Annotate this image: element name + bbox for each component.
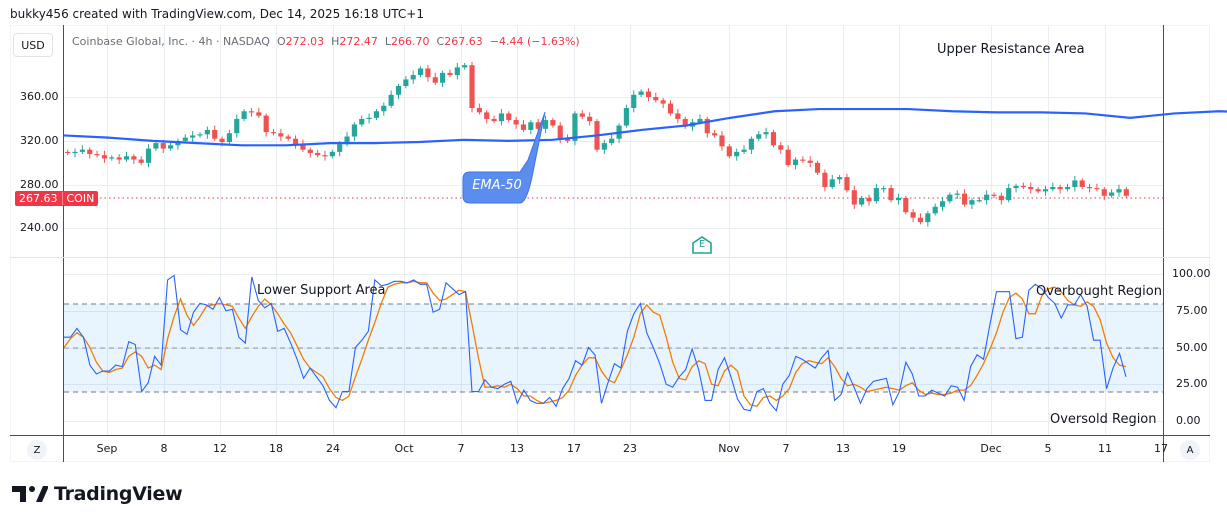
tradingview-logo-icon	[12, 486, 48, 502]
time-tick: Oct	[394, 442, 414, 455]
high-value: 272.47	[339, 35, 378, 48]
change-value: −4.44 (−1.63%)	[489, 35, 580, 48]
ema-callout-label: EMA-50	[472, 178, 522, 193]
time-tick: Sep	[96, 442, 118, 455]
auto-scale-button[interactable]: A	[1180, 440, 1200, 460]
price-tick: 240.00	[20, 221, 59, 234]
overbought-label: Overbought Region	[1036, 284, 1162, 299]
close-value: 267.63	[444, 35, 483, 48]
zoom-button[interactable]: Z	[27, 440, 47, 460]
osc-tick: 25.00	[1176, 377, 1208, 390]
time-tick: Dec	[980, 442, 1002, 455]
time-tick: 7	[782, 442, 790, 455]
oversold-label: Oversold Region	[1050, 412, 1157, 427]
time-tick: 12	[213, 442, 227, 455]
time-tick: 11	[1098, 442, 1112, 455]
time-tick: 23	[623, 442, 637, 455]
time-tick: 17	[567, 442, 581, 455]
last-price-symbol: COIN	[61, 192, 99, 205]
time-tick: 17	[1154, 442, 1168, 455]
time-tick: 5	[1044, 442, 1052, 455]
stoch-k-line	[64, 274, 1127, 412]
time-tick: 24	[326, 442, 340, 455]
ema-callout[interactable]	[462, 111, 546, 204]
tradingview-logo[interactable]: TradingView	[12, 483, 183, 505]
low-value: 266.70	[391, 35, 430, 48]
last-price-tag: 267.63 COIN	[15, 191, 99, 206]
time-tick: Nov	[718, 442, 740, 455]
time-tick: 13	[510, 442, 524, 455]
osc-tick: 75.00	[1176, 304, 1208, 317]
osc-tick: 50.00	[1176, 341, 1208, 354]
time-tick: 19	[892, 442, 906, 455]
time-tick: 8	[160, 442, 168, 455]
credit-line: bukky456 created with TradingView.com, D…	[10, 7, 424, 21]
open-value: 272.03	[285, 35, 325, 48]
time-tick: 13	[836, 442, 850, 455]
time-tick: 18	[269, 442, 283, 455]
time-tick: 7	[457, 442, 465, 455]
price-tick: 320.00	[20, 134, 59, 147]
ema-50-line	[63, 107, 1227, 147]
upper-resistance-label: Upper Resistance Area	[937, 42, 1085, 57]
earnings-icon[interactable]	[692, 236, 712, 254]
candlesticks	[65, 61, 1129, 227]
osc-tick: 100.00	[1172, 267, 1211, 280]
symbol-description[interactable]: Coinbase Global, Inc. · 4h · NASDAQ	[72, 35, 270, 48]
currency-button[interactable]: USD	[13, 33, 53, 57]
osc-tick: 0.00	[1176, 414, 1201, 427]
price-tick: 360.00	[20, 90, 59, 103]
tradingview-wordmark: TradingView	[54, 483, 183, 505]
lower-support-label: Lower Support Area	[257, 283, 386, 298]
price-tick: 280.00	[20, 178, 59, 191]
chart-frame	[10, 25, 1210, 462]
last-price-value: 267.63	[19, 192, 58, 205]
earnings-label: E	[698, 239, 706, 250]
symbol-legend: Coinbase Global, Inc. · 4h · NASDAQ O272…	[72, 35, 580, 48]
